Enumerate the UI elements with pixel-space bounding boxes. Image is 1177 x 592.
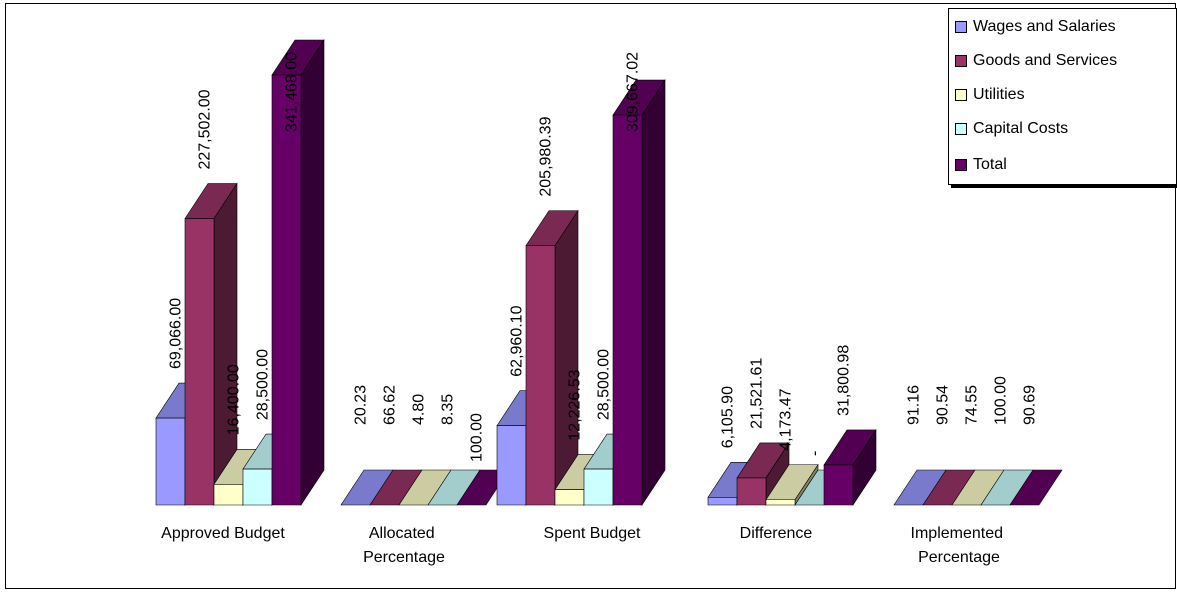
legend-swatch [955,55,967,67]
legend-label: Total [973,156,1007,173]
data-label: 100.00 [993,376,1010,425]
data-label: 74.55 [964,385,981,425]
data-label: 16,400.00 [226,364,243,435]
data-label: 20.23 [353,385,370,425]
legend: Wages and Salaries Goods and Services Ut… [948,8,1177,185]
data-label: - [807,451,824,456]
data-label: 28,500.00 [255,349,272,420]
data-label: 100.00 [469,413,486,462]
bar-front-face [765,499,796,506]
data-label: 227,502.00 [197,89,214,169]
bar-front-face [496,425,527,506]
legend-item: Total [955,155,1007,175]
data-label: 66.62 [382,385,399,425]
category-label-line: Percentage [363,549,445,566]
category-label-line: Allocated [369,525,435,542]
data-label: 91.16 [906,385,923,425]
legend-item: Utilities [955,85,1025,105]
legend-item: Capital Costs [955,119,1068,139]
data-label: 341,468.00 [284,52,301,132]
legend-label: Capital Costs [973,120,1069,137]
bar-front-face [707,497,738,506]
data-label: 4,173.47 [778,388,795,450]
legend-item: Wages and Salaries [955,17,1116,37]
bar-front-face [213,484,244,506]
bar-top-face [1009,469,1063,506]
bar [612,79,666,507]
bar-side-face [641,79,666,507]
bar-front-face [242,468,273,506]
legend-swatch [955,159,967,171]
legend-label: Utilities [973,86,1025,103]
data-label: 205,980.39 [538,116,555,196]
bar-front-face [736,477,767,506]
bar [1009,469,1063,506]
legend-swatch [955,21,967,33]
data-label: 69,066.00 [168,298,185,369]
bar [823,428,877,507]
data-label: 62,960.10 [509,305,526,376]
legend-item: Goods and Services [955,51,1117,71]
data-label: 31,800.98 [836,345,853,416]
data-label: 4.80 [411,394,428,425]
category-label: Spent Budget [544,525,642,542]
bar-front-face [184,218,215,506]
bars-layer [155,38,1063,507]
category-label: Implemented Percentage [911,525,1008,566]
legend-label: Wages and Salaries [973,18,1116,35]
bar-front-face [554,489,585,506]
data-label: 28,500.00 [596,349,613,420]
bar-front-face [271,74,302,506]
data-label: 309,667.02 [625,52,642,132]
category-label: Difference [740,525,813,542]
category-labels: Approved Budget Allocated Percentage Spe… [161,525,1008,566]
bar-front-face [823,464,854,506]
bar [271,38,325,507]
data-label: 21,521.61 [749,358,766,429]
bar-front-face [155,417,186,506]
legend-swatch [955,123,967,135]
data-labels-layer: 69,066.00 227,502.00 16,400.00 28,500.00 341… [168,52,1039,462]
bar [184,182,238,507]
data-label: 12,226.53 [567,369,584,440]
bar-front-face [525,245,556,506]
legend-swatch [955,89,967,101]
bar-front-face [583,468,614,506]
data-label: 90.54 [935,385,952,425]
category-label-line: Implemented [911,525,1004,542]
bar-front-face [612,114,643,506]
data-label: 90.69 [1022,385,1039,425]
legend-label: Goods and Services [973,52,1118,69]
bar-side-face [300,38,325,507]
bar [525,209,579,507]
category-label: Approved Budget [161,525,285,542]
bar [736,441,790,507]
data-label: 6,105.90 [720,386,737,448]
category-label-line: Percentage [918,549,1000,566]
category-label: Allocated Percentage [363,525,445,566]
data-label: 8.35 [440,394,457,425]
